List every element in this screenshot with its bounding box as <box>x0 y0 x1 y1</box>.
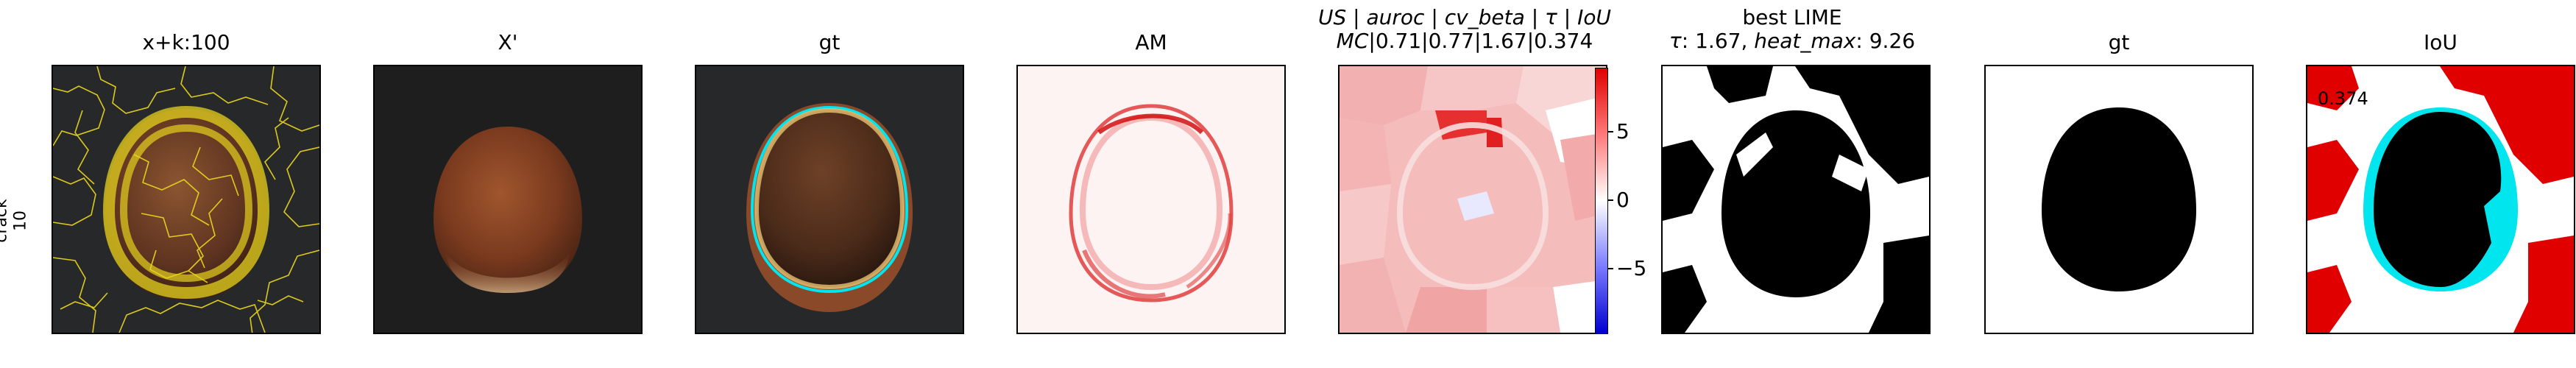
colorbar <box>1595 68 1608 334</box>
metric-values: |0.71|0.77|1.67|0.374 <box>1368 29 1593 53</box>
lime-title: best LIME <box>1742 5 1842 29</box>
panel-anomaly-map <box>1016 65 1286 334</box>
lime-heat-value: : 9.26 <box>1855 29 1916 53</box>
hazelnut-base <box>445 250 570 293</box>
intersection-region <box>2374 112 2502 287</box>
metric-cv-beta: cv_beta <box>1444 5 1525 29</box>
hazelnut-shape <box>105 109 268 300</box>
panel-title-reconstruction: X' <box>498 30 518 54</box>
panel-title-gt-overlay: gt <box>818 30 841 54</box>
panel-gt-mask <box>1984 65 2254 334</box>
metric-mc: MC <box>1336 29 1369 53</box>
hazelnut-outline <box>1396 121 1549 291</box>
anomaly-heat <box>1069 104 1234 302</box>
panel-us-heatmap <box>1338 65 1607 334</box>
panel-input-superpixels <box>52 65 321 334</box>
panel-title-gt-mask: gt <box>2108 30 2130 54</box>
colorbar-label-5: 5 <box>1616 119 1630 144</box>
crack-rim <box>102 105 270 300</box>
panel-best-lime <box>1661 65 1931 334</box>
metric-auroc: auroc <box>1366 5 1425 29</box>
colorbar-tick-minus5 <box>1607 268 1613 269</box>
lime-heat-label: heat_max <box>1754 29 1856 53</box>
panel-title-best-lime: best LIME τ: 1.67, heat_max: 9.26 <box>1641 6 1943 53</box>
panel-title-input-superpixels: x+k:100 <box>142 30 230 54</box>
panel-reconstruction <box>373 65 643 334</box>
colorbar-label-minus5: −5 <box>1616 256 1647 280</box>
lime-mask <box>1663 66 1929 333</box>
superpixel-heat-regions <box>1340 66 1606 333</box>
lime-tau-value: : 1.67, <box>1681 29 1755 53</box>
row-label-class: crack <box>0 199 11 243</box>
hazelnut-interior <box>757 110 902 287</box>
panel-iou: 0.374 <box>2306 65 2575 334</box>
metric-us: US <box>1317 5 1347 29</box>
iou-value-label: 0.374 <box>2318 88 2368 109</box>
lime-tau-symbol: τ <box>1669 29 1682 53</box>
colorbar-tick-0 <box>1607 199 1613 201</box>
gt-contour <box>750 105 909 294</box>
panel-title-us-metrics: US | auroc | cv_beta | τ | IoU MC|0.71|0… <box>1317 5 1612 53</box>
crack-rim-inner <box>119 124 253 283</box>
row-label: crack 10 <box>0 177 30 265</box>
gt-mask-shape <box>2042 107 2196 291</box>
panel-title-iou: IoU <box>2424 30 2458 54</box>
crack-rim <box>754 107 905 290</box>
colorbar-label-0: 0 <box>1616 188 1630 212</box>
colorbar-tick-5 <box>1607 131 1613 132</box>
row-label-index: 10 <box>12 210 30 231</box>
false-positive-regions <box>2307 66 2574 333</box>
superpixel-boundaries <box>53 66 319 333</box>
panel-gt-overlay <box>695 65 964 334</box>
metric-iou: IoU <box>1577 5 1612 29</box>
metric-tau: τ <box>1545 5 1557 29</box>
hazelnut-shape <box>434 127 582 293</box>
panel-title-anomaly-map: AM <box>1135 30 1167 54</box>
